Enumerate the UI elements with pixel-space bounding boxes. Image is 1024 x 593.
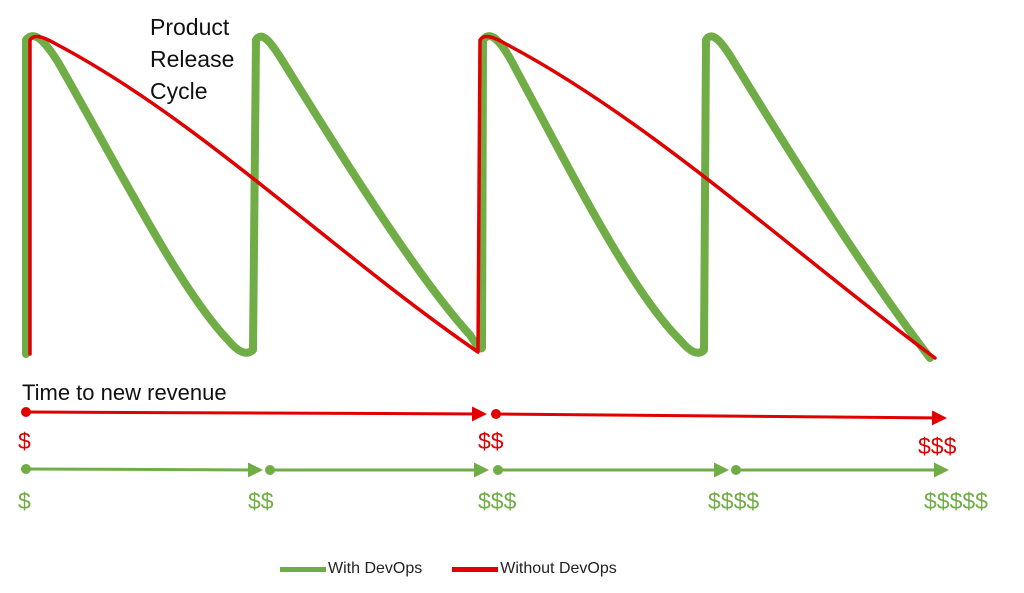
without-devops-revenue-3: $$$ bbox=[918, 433, 957, 459]
legend-item-without-devops: Without DevOps bbox=[452, 560, 617, 578]
without-devops-timeline-segment-1 bbox=[25, 406, 487, 422]
product-release-cycle-label: Product Release Cycle bbox=[150, 11, 234, 107]
with-devops-revenue-5: $$$$$ bbox=[924, 488, 988, 514]
title-line-1: Product bbox=[150, 14, 230, 40]
with-devops-revenue-4: $$$$ bbox=[708, 488, 760, 514]
legend-swatch-without-devops bbox=[452, 566, 499, 572]
with-devops-revenue-2: $$ bbox=[248, 488, 274, 514]
legend-swatch-with-devops bbox=[280, 566, 326, 572]
release-cycle-curves bbox=[22, 32, 937, 362]
with-devops-release-dot-2 bbox=[265, 465, 275, 475]
revenue-timelines bbox=[21, 406, 949, 478]
without-devops-revenue-2: $$ bbox=[478, 428, 504, 454]
with-devops-revenue-3: $$$ bbox=[478, 488, 517, 514]
without-devops-timeline-segment-2 bbox=[495, 410, 947, 426]
legend-label-without-devops: Without DevOps bbox=[500, 560, 617, 577]
without-devops-release-dot-1 bbox=[21, 407, 31, 417]
with-devops-release-dot-4 bbox=[731, 465, 741, 475]
title-line-3: Cycle bbox=[150, 78, 208, 104]
title-line-2: Release bbox=[150, 46, 235, 72]
with-devops-revenue-1: $ bbox=[18, 488, 31, 514]
without-devops-revenue-1: $ bbox=[18, 428, 31, 454]
without-devops-curve bbox=[28, 34, 937, 360]
legend-item-with-devops: With DevOps bbox=[280, 560, 422, 578]
with-devops-timeline-segment-1 bbox=[25, 462, 263, 478]
legend: With DevOps Without DevOps bbox=[280, 558, 647, 580]
without-devops-release-dot-2 bbox=[491, 409, 501, 419]
with-devops-release-dot-3 bbox=[493, 465, 503, 475]
with-devops-release-dot-1 bbox=[21, 464, 31, 474]
legend-label-with-devops: With DevOps bbox=[328, 560, 423, 577]
time-to-new-revenue-label: Time to new revenue bbox=[22, 380, 227, 405]
